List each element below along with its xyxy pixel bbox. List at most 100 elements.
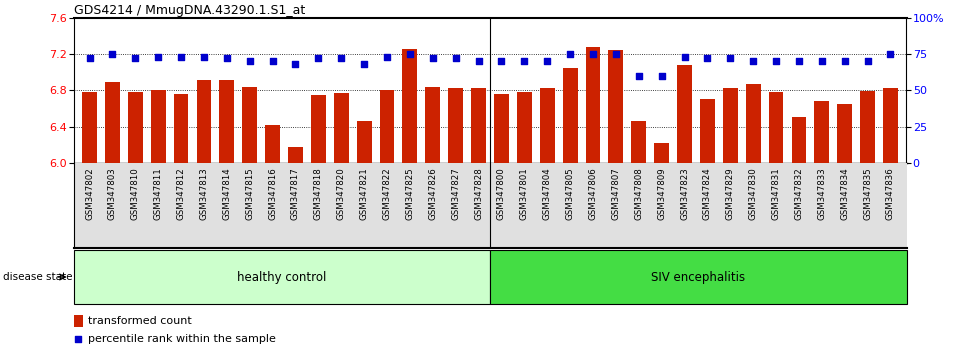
Text: GSM347810: GSM347810: [130, 167, 140, 220]
Text: GSM347815: GSM347815: [245, 167, 254, 220]
Text: GSM347834: GSM347834: [840, 167, 850, 220]
Point: [127, 56, 143, 61]
Bar: [585, 47, 601, 163]
Point: [837, 58, 853, 64]
Point: [631, 73, 647, 79]
Bar: [837, 104, 853, 163]
Point: [768, 58, 784, 64]
Text: GSM347806: GSM347806: [588, 167, 598, 220]
Text: healthy control: healthy control: [237, 270, 326, 284]
Text: GSM347825: GSM347825: [406, 167, 415, 220]
Bar: [516, 92, 532, 163]
Text: GSM347801: GSM347801: [519, 167, 529, 220]
Point: [814, 58, 830, 64]
Text: GSM347804: GSM347804: [543, 167, 552, 220]
Text: GSM347809: GSM347809: [658, 167, 666, 220]
Text: GSM347832: GSM347832: [795, 167, 804, 220]
Point: [265, 58, 280, 64]
Bar: [700, 99, 714, 163]
Text: GSM347830: GSM347830: [749, 167, 758, 220]
Text: GSM347800: GSM347800: [497, 167, 506, 220]
Text: GSM347822: GSM347822: [382, 167, 392, 220]
Text: GSM347820: GSM347820: [337, 167, 346, 220]
Bar: [860, 91, 875, 163]
Bar: [609, 50, 623, 163]
Point: [242, 58, 258, 64]
Point: [791, 58, 807, 64]
Bar: [334, 93, 349, 163]
Bar: [127, 92, 143, 163]
Point: [81, 56, 97, 61]
Text: GSM347816: GSM347816: [269, 167, 277, 220]
Point: [333, 56, 349, 61]
Bar: [655, 143, 669, 163]
Bar: [746, 84, 760, 163]
Point: [654, 73, 669, 79]
Text: GSM347833: GSM347833: [817, 167, 826, 220]
Bar: [403, 50, 417, 163]
Text: GSM347821: GSM347821: [360, 167, 368, 220]
Text: GSM347818: GSM347818: [314, 167, 322, 220]
Bar: [105, 82, 120, 163]
Bar: [74, 315, 83, 327]
Text: GSM347814: GSM347814: [222, 167, 231, 220]
Point: [859, 58, 875, 64]
Text: GSM347805: GSM347805: [565, 167, 574, 220]
Point: [608, 51, 623, 57]
Bar: [379, 90, 395, 163]
Bar: [357, 121, 371, 163]
Bar: [425, 87, 440, 163]
Text: GSM347802: GSM347802: [85, 167, 94, 220]
Bar: [677, 65, 692, 163]
Point: [219, 56, 234, 61]
Bar: [197, 80, 212, 163]
Bar: [631, 121, 646, 163]
Point: [71, 336, 86, 342]
Point: [722, 56, 738, 61]
Point: [357, 61, 372, 67]
Bar: [242, 87, 257, 163]
Text: GSM347813: GSM347813: [200, 167, 209, 220]
Bar: [220, 80, 234, 163]
Text: GSM347824: GSM347824: [703, 167, 711, 220]
Text: GSM347827: GSM347827: [451, 167, 461, 220]
Text: GSM347829: GSM347829: [726, 167, 735, 220]
Text: GSM347808: GSM347808: [634, 167, 643, 220]
Bar: [82, 92, 97, 163]
Text: GSM347811: GSM347811: [154, 167, 163, 220]
Text: SIV encephalitis: SIV encephalitis: [651, 270, 746, 284]
Point: [173, 54, 189, 60]
Text: percentile rank within the sample: percentile rank within the sample: [88, 334, 276, 344]
Bar: [471, 88, 486, 163]
Point: [700, 56, 715, 61]
Bar: [266, 125, 280, 163]
Text: GSM347835: GSM347835: [863, 167, 872, 220]
Bar: [563, 68, 577, 163]
Bar: [883, 88, 898, 163]
Point: [585, 51, 601, 57]
Point: [676, 54, 692, 60]
Point: [470, 58, 486, 64]
Bar: [494, 94, 509, 163]
Text: GSM347807: GSM347807: [612, 167, 620, 220]
Point: [539, 58, 555, 64]
Bar: [768, 92, 783, 163]
Text: disease state: disease state: [3, 272, 73, 282]
Bar: [792, 118, 807, 163]
Text: GSM347836: GSM347836: [886, 167, 895, 220]
Point: [379, 54, 395, 60]
Point: [105, 51, 121, 57]
Bar: [814, 101, 829, 163]
Point: [494, 58, 510, 64]
Point: [448, 56, 464, 61]
Bar: [74, 250, 490, 304]
Bar: [288, 147, 303, 163]
Bar: [490, 250, 906, 304]
Text: GSM347831: GSM347831: [771, 167, 780, 220]
Text: GDS4214 / MmugDNA.43290.1.S1_at: GDS4214 / MmugDNA.43290.1.S1_at: [74, 4, 305, 17]
Point: [425, 56, 441, 61]
Text: GSM347803: GSM347803: [108, 167, 117, 220]
Point: [516, 58, 532, 64]
Point: [883, 51, 899, 57]
Bar: [173, 94, 188, 163]
